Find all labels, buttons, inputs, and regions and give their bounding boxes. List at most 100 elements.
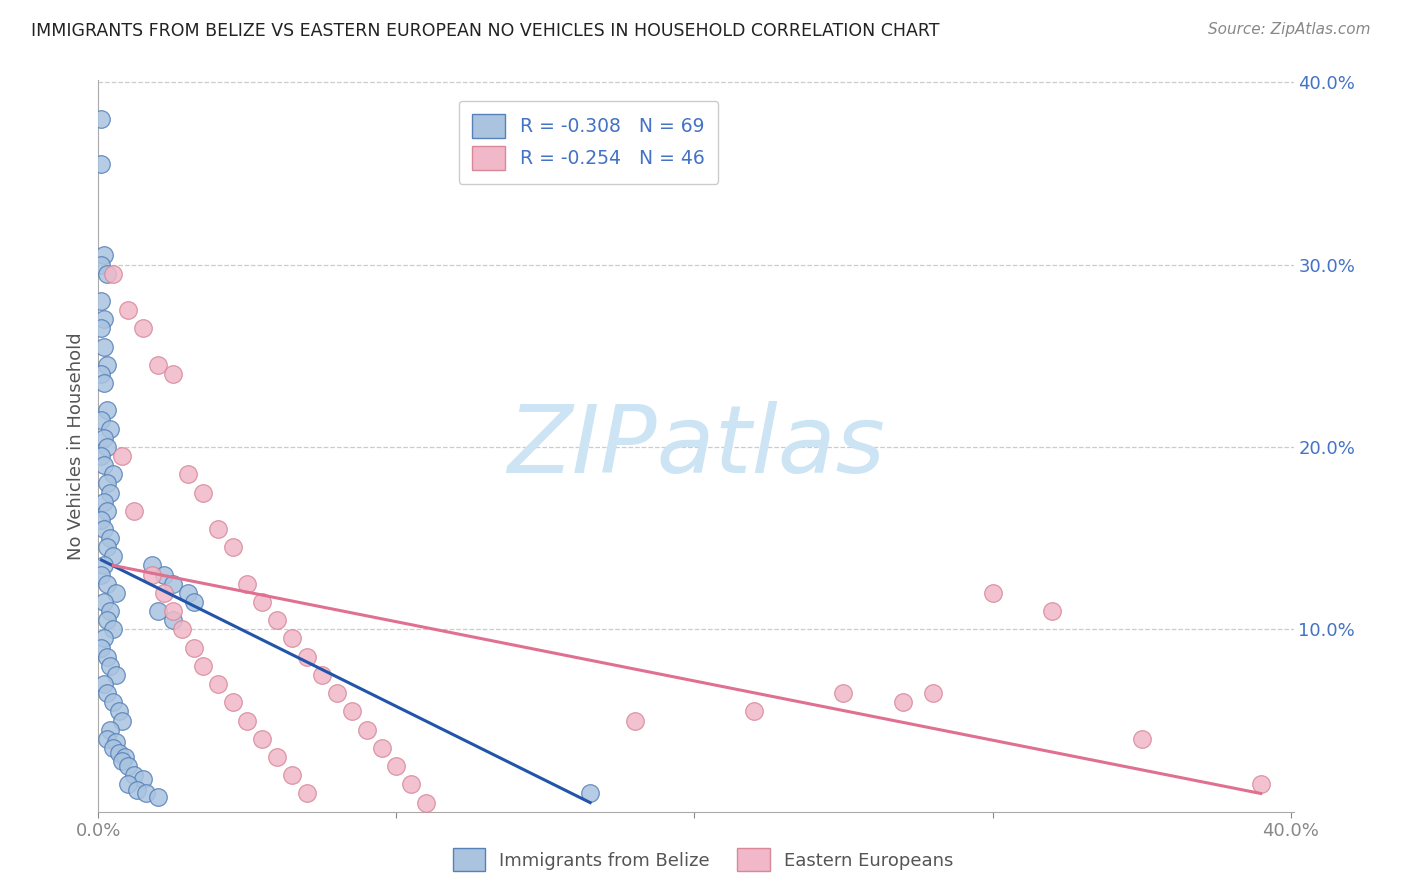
Point bbox=[191, 485, 214, 500]
Point bbox=[153, 567, 176, 582]
Point bbox=[1130, 731, 1153, 746]
Point bbox=[90, 157, 112, 171]
Point bbox=[832, 686, 855, 700]
Point bbox=[90, 112, 112, 126]
Point bbox=[111, 714, 134, 728]
Point bbox=[98, 723, 121, 737]
Point bbox=[132, 772, 155, 786]
Point bbox=[93, 494, 115, 508]
Point bbox=[90, 567, 112, 582]
Point bbox=[236, 714, 259, 728]
Point bbox=[624, 714, 647, 728]
Point bbox=[96, 731, 118, 746]
Point bbox=[111, 449, 134, 463]
Point bbox=[105, 735, 128, 749]
Point bbox=[370, 740, 392, 755]
Point bbox=[93, 248, 115, 262]
Point bbox=[93, 340, 115, 354]
Point bbox=[153, 586, 176, 600]
Point bbox=[98, 604, 121, 618]
Point bbox=[93, 595, 115, 609]
Text: Source: ZipAtlas.com: Source: ZipAtlas.com bbox=[1208, 22, 1371, 37]
Point bbox=[90, 640, 112, 655]
Point bbox=[90, 367, 112, 381]
Text: IMMIGRANTS FROM BELIZE VS EASTERN EUROPEAN NO VEHICLES IN HOUSEHOLD CORRELATION : IMMIGRANTS FROM BELIZE VS EASTERN EUROPE… bbox=[31, 22, 939, 40]
Point bbox=[183, 595, 205, 609]
Point bbox=[103, 740, 125, 755]
Point bbox=[122, 504, 145, 518]
Point bbox=[177, 586, 200, 600]
Point bbox=[103, 467, 125, 482]
Point bbox=[96, 476, 118, 491]
Point bbox=[146, 358, 169, 372]
Point bbox=[191, 658, 214, 673]
Point bbox=[127, 782, 149, 797]
Point bbox=[401, 777, 423, 791]
Point bbox=[108, 747, 131, 761]
Point bbox=[98, 422, 121, 436]
Point bbox=[162, 613, 184, 627]
Legend: R = -0.308   N = 69, R = -0.254   N = 46: R = -0.308 N = 69, R = -0.254 N = 46 bbox=[458, 101, 718, 184]
Point bbox=[135, 787, 157, 801]
Point bbox=[105, 668, 128, 682]
Point bbox=[207, 522, 229, 536]
Point bbox=[96, 440, 118, 454]
Point bbox=[96, 403, 118, 417]
Point bbox=[1040, 604, 1063, 618]
Point bbox=[96, 540, 118, 554]
Point bbox=[162, 604, 184, 618]
Point bbox=[141, 558, 163, 573]
Point bbox=[162, 367, 184, 381]
Point bbox=[93, 677, 115, 691]
Point bbox=[96, 686, 118, 700]
Point bbox=[103, 549, 125, 564]
Point bbox=[93, 431, 115, 445]
Point bbox=[281, 768, 304, 782]
Point bbox=[98, 658, 121, 673]
Point bbox=[117, 759, 139, 773]
Point bbox=[90, 412, 112, 426]
Point bbox=[105, 586, 128, 600]
Point bbox=[1250, 777, 1272, 791]
Point bbox=[266, 613, 288, 627]
Point bbox=[415, 796, 437, 810]
Point bbox=[162, 576, 184, 591]
Point bbox=[295, 649, 318, 664]
Point bbox=[111, 754, 134, 768]
Point bbox=[96, 649, 118, 664]
Point bbox=[295, 787, 318, 801]
Point bbox=[356, 723, 378, 737]
Point bbox=[93, 558, 115, 573]
Point bbox=[96, 267, 118, 281]
Legend: Immigrants from Belize, Eastern Europeans: Immigrants from Belize, Eastern European… bbox=[446, 841, 960, 879]
Point bbox=[579, 787, 602, 801]
Point bbox=[281, 632, 304, 646]
Point bbox=[117, 777, 139, 791]
Point bbox=[96, 613, 118, 627]
Point bbox=[93, 458, 115, 472]
Point bbox=[96, 358, 118, 372]
Text: ZIPatlas: ZIPatlas bbox=[508, 401, 884, 491]
Point bbox=[93, 522, 115, 536]
Point bbox=[146, 790, 169, 805]
Point bbox=[90, 321, 112, 335]
Y-axis label: No Vehicles in Household: No Vehicles in Household bbox=[66, 332, 84, 560]
Point bbox=[103, 267, 125, 281]
Point bbox=[170, 623, 193, 637]
Point bbox=[221, 695, 243, 709]
Point bbox=[340, 705, 363, 719]
Point bbox=[132, 321, 155, 335]
Point bbox=[146, 604, 169, 618]
Point bbox=[90, 258, 112, 272]
Point bbox=[385, 759, 408, 773]
Point bbox=[93, 632, 115, 646]
Point bbox=[103, 623, 125, 637]
Point bbox=[98, 531, 121, 545]
Point bbox=[981, 586, 1004, 600]
Point bbox=[103, 695, 125, 709]
Point bbox=[207, 677, 229, 691]
Point bbox=[183, 640, 205, 655]
Point bbox=[117, 303, 139, 318]
Point bbox=[266, 750, 288, 764]
Point bbox=[252, 595, 274, 609]
